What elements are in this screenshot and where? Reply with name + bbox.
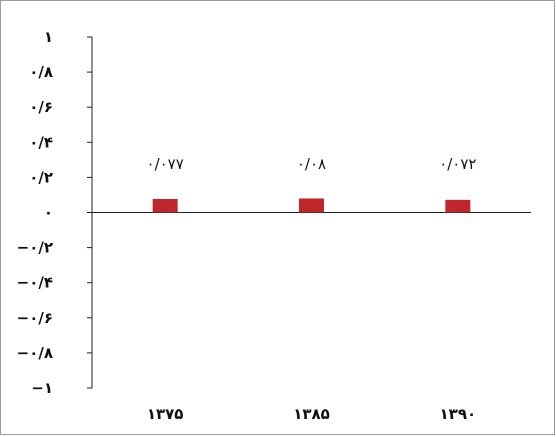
y-tick-label: ۰/۶: [29, 98, 53, 116]
y-tick-label: −۰/۸: [17, 344, 53, 362]
x-tick-label: ۱۳۹۰: [440, 405, 477, 423]
y-tick-label: ۱: [44, 28, 53, 46]
data-label: ۰/۰۷۲: [439, 155, 476, 173]
y-tick-label: −۰/۴: [17, 274, 53, 292]
bar: [299, 198, 324, 213]
x-tick-label: ۱۳۷۵: [147, 405, 184, 423]
data-label: ۰/۰۷۷: [147, 155, 184, 173]
bars: [152, 198, 471, 213]
y-tick-label: ۰/۸: [29, 63, 53, 81]
x-tick-label: ۱۳۸۵: [293, 405, 330, 423]
data-labels: ۰/۰۷۷ ۰/۰۸ ۰/۰۷۲: [147, 155, 477, 173]
y-tick-label: −۰/۲: [17, 239, 53, 257]
x-axis-ticks: ۱۳۷۵ ۱۳۸۵ ۱۳۹۰: [147, 405, 476, 423]
y-tick-label: ۰: [44, 204, 53, 222]
data-label: ۰/۰۸: [297, 155, 326, 173]
bar: [152, 198, 178, 213]
bar: [445, 199, 471, 213]
y-axis-ticks: ۱ ۰/۸ ۰/۶ ۰/۴ ۰/۲ ۰ −۰/۲ −۰/۴ −۰/۶ −۰/۸ −۱: [17, 28, 92, 397]
y-tick-label: −۰/۶: [17, 309, 53, 327]
y-tick-label: ۰/۴: [29, 133, 53, 151]
y-tick-label: ۰/۲: [29, 168, 53, 186]
y-tick-label: −۱: [31, 379, 53, 397]
